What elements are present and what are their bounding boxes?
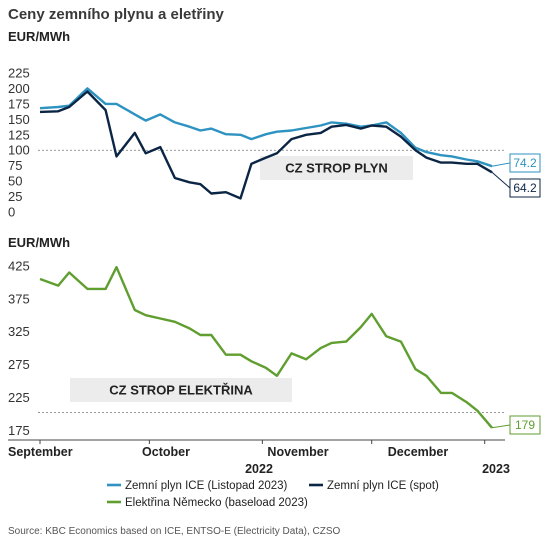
end-value-box: [509, 178, 541, 198]
y-tick-label: 150: [8, 112, 30, 127]
legend-label: Zemní plyn ICE (Listopad 2023): [125, 480, 288, 492]
cap-annotation-box: [260, 156, 413, 180]
y-tick-label: 175: [8, 96, 30, 111]
end-value-label: 179: [515, 418, 535, 432]
series-line: [39, 87, 493, 168]
chart-title: Ceny zemního plynu a eletřiny: [8, 6, 224, 23]
y-tick-label: 125: [8, 127, 30, 142]
y-tick-label: 225: [8, 66, 30, 81]
y-tick-label: 275: [8, 357, 30, 372]
source-note: Source: KBC Economics based on ICE, ENTS…: [8, 526, 341, 537]
y-unit-label: EUR/MWh: [8, 235, 70, 250]
y-tick-label: 375: [8, 291, 30, 306]
y-tick-label: 325: [8, 324, 30, 339]
x-month-label: October: [142, 445, 190, 459]
x-month-label: September: [8, 445, 73, 459]
legend-label: Elektřina Německo (baseload 2023): [125, 497, 308, 509]
x-month-label: 2023: [482, 462, 510, 476]
end-value-connector: [491, 171, 511, 189]
end-value-label: 74.2: [513, 156, 537, 170]
x-axis: September October November December 2023 2022: [8, 439, 510, 476]
y-tick-label: 100: [8, 143, 30, 158]
y-tick-label: 0: [8, 205, 15, 220]
y-tick-label: 425: [8, 258, 30, 273]
y-tick-label: 200: [8, 81, 30, 96]
y-unit-label: EUR/MWh: [8, 29, 70, 44]
legend-label: Zemní plyn ICE (spot): [327, 480, 439, 492]
end-value-box: [509, 153, 541, 173]
y-tick-label: 175: [8, 423, 30, 438]
cap-annotation-label: CZ STROP ELEKTŘINA: [109, 383, 253, 398]
cap-annotation-label: CZ STROP PLYN: [285, 161, 388, 176]
y-tick-label: 75: [8, 158, 22, 173]
x-month-label: November: [267, 445, 328, 459]
x-month-label: December: [388, 445, 449, 459]
legend: Zemní plyn ICE (Listopad 2023) Zemní plyn…: [107, 480, 439, 509]
bottom-panel: EUR/MWh 175 225 275 325 375 425 CZ STROP ELEKTŘ…: [8, 235, 541, 438]
x-year-label: 2022: [245, 462, 273, 476]
series-line: [39, 266, 493, 429]
y-tick-label: 25: [8, 189, 22, 204]
series-line: [39, 90, 493, 200]
cap-annotation-box: [70, 378, 292, 402]
y-tick-label: 225: [8, 390, 30, 405]
end-value-label: 64.2: [513, 181, 537, 195]
end-value-box: [509, 415, 541, 435]
end-value-connector: [491, 162, 511, 167]
y-tick-label: 50: [8, 174, 22, 189]
end-value-connector: [491, 424, 511, 429]
